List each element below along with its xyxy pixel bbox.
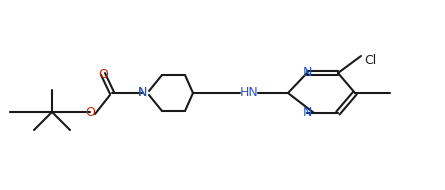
Text: O: O bbox=[85, 105, 95, 119]
Text: N: N bbox=[302, 66, 312, 79]
Text: Cl: Cl bbox=[364, 54, 376, 66]
Text: N: N bbox=[138, 86, 147, 100]
Text: HN: HN bbox=[239, 86, 259, 100]
Text: O: O bbox=[98, 67, 108, 81]
Text: N: N bbox=[138, 86, 147, 100]
Text: N: N bbox=[302, 107, 312, 120]
